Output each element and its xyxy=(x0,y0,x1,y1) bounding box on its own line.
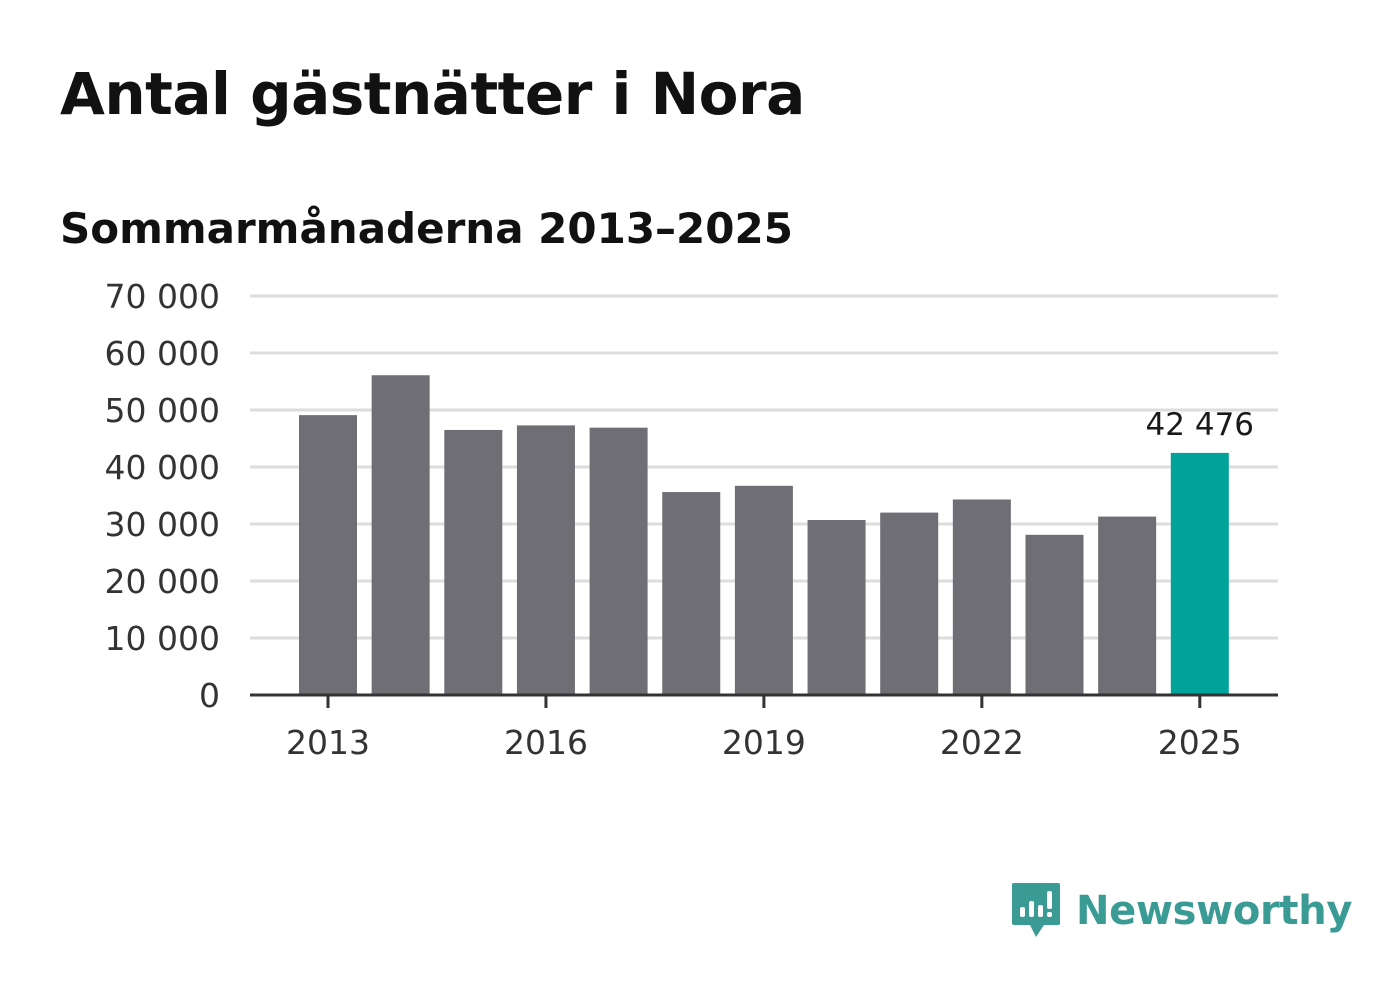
bar xyxy=(734,485,793,695)
axes xyxy=(250,693,1278,708)
chart-subtitle: Sommarmånaderna 2013–2025 xyxy=(60,204,793,253)
bar xyxy=(1170,452,1229,695)
chart-title: Antal gästnätter i Nora xyxy=(60,60,805,128)
bar xyxy=(1098,516,1157,695)
bar xyxy=(516,425,575,695)
y-tick-label: 0 xyxy=(199,676,220,715)
bar xyxy=(1025,534,1084,695)
y-tick-label: 40 000 xyxy=(105,448,220,487)
bar xyxy=(952,499,1011,695)
y-tick-label: 30 000 xyxy=(105,505,220,544)
bar xyxy=(589,427,648,695)
y-tick-label: 50 000 xyxy=(105,391,220,430)
y-tick-label: 20 000 xyxy=(105,562,220,601)
bar xyxy=(444,429,503,695)
x-tick-label: 2022 xyxy=(940,723,1024,762)
x-tick-label: 2016 xyxy=(504,723,588,762)
newsworthy-logo: Newsworthy xyxy=(1010,880,1353,942)
x-tick-label: 2019 xyxy=(722,723,806,762)
labels: 0 10 000 20 000 30 000 40 000 50 000 60 000 70 … xyxy=(105,277,1255,762)
chart-speech-bubble-icon xyxy=(1012,883,1060,937)
y-tick-label: 60 000 xyxy=(105,334,220,373)
data-label: 42 476 xyxy=(1146,407,1254,443)
bar xyxy=(662,492,721,695)
bar xyxy=(807,520,866,695)
y-tick-label: 70 000 xyxy=(105,277,220,316)
bars xyxy=(299,375,1229,695)
bar xyxy=(299,415,357,695)
brand-name: Newsworthy xyxy=(1076,888,1353,934)
x-tick-label: 2013 xyxy=(286,723,370,762)
y-tick-label: 10 000 xyxy=(105,619,220,658)
bar xyxy=(371,375,430,695)
bar xyxy=(880,512,939,695)
x-tick-label: 2025 xyxy=(1158,723,1242,762)
